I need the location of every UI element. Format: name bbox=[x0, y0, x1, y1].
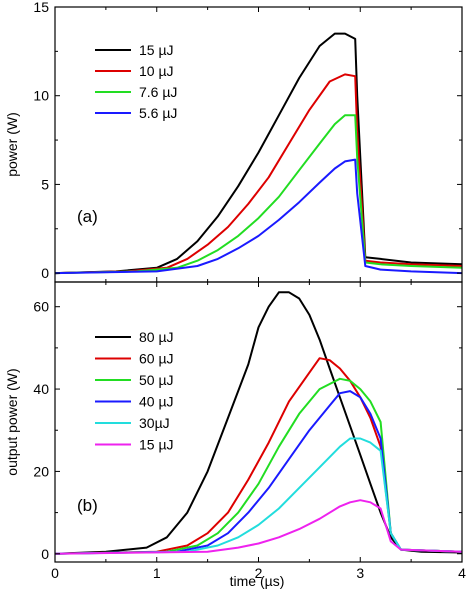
y-axis-label-0: power (W) bbox=[4, 112, 20, 177]
legend-label-1-2: 50 µJ bbox=[139, 372, 174, 388]
legend-label-1-5: 15 µJ bbox=[139, 437, 174, 453]
y-tick-label-0-0: 0 bbox=[41, 265, 49, 281]
y-tick-label-0-3: 15 bbox=[33, 0, 49, 15]
legend-label-0-0: 15 µJ bbox=[139, 42, 174, 58]
y-tick-label-1-2: 40 bbox=[33, 381, 49, 397]
x-tick-label-2: 2 bbox=[255, 565, 263, 581]
series-line-1-2 bbox=[54, 377, 463, 555]
legend-label-1-3: 40 µJ bbox=[139, 394, 174, 410]
series-line-0-1 bbox=[54, 73, 463, 275]
y-axis-label-1: output power (W) bbox=[4, 368, 20, 475]
series-line-1-0 bbox=[54, 291, 463, 555]
legend-label-1-4: 30µJ bbox=[139, 415, 170, 431]
legend-label-1-0: 80 µJ bbox=[139, 329, 174, 345]
x-tick-label-1: 1 bbox=[153, 565, 161, 581]
series-line-1-5 bbox=[54, 499, 463, 555]
series-line-1-3 bbox=[54, 390, 463, 555]
legend-label-1-1: 60 µJ bbox=[139, 351, 174, 367]
x-tick-label-0: 0 bbox=[51, 565, 59, 581]
legend-label-0-2: 7.6 µJ bbox=[139, 84, 177, 100]
series-line-0-3 bbox=[54, 158, 463, 275]
legend-label-0-3: 5.6 µJ bbox=[139, 105, 177, 121]
legend-label-0-1: 10 µJ bbox=[139, 63, 174, 79]
series-line-1-4 bbox=[54, 437, 463, 555]
y-tick-label-1-0: 0 bbox=[41, 546, 49, 562]
series-line-0-2 bbox=[54, 114, 463, 275]
x-tick-label-4: 4 bbox=[458, 565, 466, 581]
panel-label-0: (a) bbox=[77, 207, 98, 226]
series-line-0-0 bbox=[54, 32, 463, 275]
x-tick-label-3: 3 bbox=[356, 565, 364, 581]
y-tick-label-1-3: 60 bbox=[33, 299, 49, 315]
panel-a: 0 5 10 15 power (W) (a) 15 µJ 10 µJ 7.6 µJ 5.6 µJ bbox=[4, 0, 463, 283]
x-axis-label: time (µs) bbox=[230, 573, 285, 589]
y-tick-label-0-2: 10 bbox=[33, 88, 49, 104]
y-tick-label-0-1: 5 bbox=[41, 176, 49, 192]
plot-frame bbox=[54, 6, 463, 283]
panel-label-1: (b) bbox=[77, 496, 98, 515]
y-tick-label-1-1: 20 bbox=[33, 463, 49, 479]
